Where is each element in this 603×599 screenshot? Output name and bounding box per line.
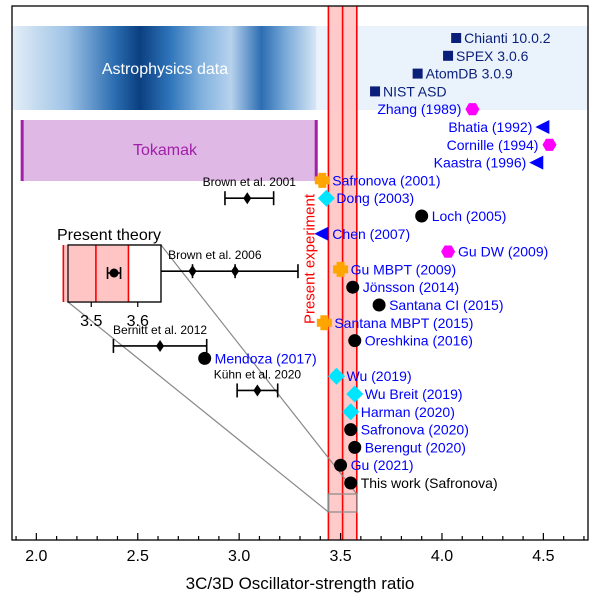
theory-label-7: Chen (2007)	[332, 226, 410, 242]
background-layer: Astrophysics data Tokamak	[12, 26, 588, 181]
experiment-label-1: Brown et al. 2006	[168, 248, 262, 262]
astrophysics-label: Astrophysics data	[102, 61, 228, 78]
x-tick-label-4: 4.0	[431, 548, 453, 565]
theory-point-6	[415, 209, 429, 223]
inset-connector-upper	[160, 244, 358, 495]
inset-connector-layer	[67, 244, 358, 513]
theory-point-14	[198, 351, 212, 365]
theory-point-7	[314, 226, 329, 241]
theory-point-15	[328, 367, 346, 385]
theory-point-17	[342, 403, 360, 421]
theory-point-21	[344, 476, 358, 490]
theory-label-13: Oreshkina (2016)	[365, 333, 473, 349]
theory-point-12	[316, 315, 332, 331]
theory-point-18	[344, 423, 358, 437]
tokamak-band	[22, 120, 317, 181]
inset-point	[109, 268, 119, 278]
theory-point-11	[372, 298, 386, 312]
theory-point-20	[334, 458, 348, 472]
present-theory-inset: Present theory 3.5 3.6	[57, 227, 162, 330]
astro-label-0: Chianti 10.0.2	[464, 30, 551, 46]
axes-layer: 2.0 2.5 3.0 3.5 4.0 4.5 3C/3D Oscillator-stren…	[11, 5, 589, 593]
theory-point-9	[333, 261, 349, 277]
theory-label-14: Mendoza (2017)	[215, 350, 317, 366]
x-axis-title: 3C/3D Oscillator-strength ratio	[186, 574, 415, 593]
theory-label-10: Jönsson (2014)	[363, 279, 460, 295]
theory-point-13	[348, 334, 362, 348]
theory-label-2: Cornille (1994)	[447, 137, 539, 153]
inset-tick-label-0: 3.5	[80, 313, 102, 330]
x-tick-label-5: 4.5	[532, 548, 554, 565]
astro-point-1	[443, 50, 454, 61]
theory-point-2	[542, 138, 557, 151]
theory-label-11: Santana CI (2015)	[389, 297, 503, 313]
theory-point-1	[535, 120, 550, 134]
theory-label-21: This work (Safronova)	[361, 475, 498, 491]
present-experiment-label: Present experiment	[301, 193, 318, 324]
inset-frame-outline	[67, 244, 162, 303]
theory-label-16: Wu Breit (2019)	[365, 386, 463, 402]
theory-label-5: Dong (2003)	[336, 190, 414, 206]
experiment-point-0-0	[243, 192, 252, 205]
theory-point-3	[529, 155, 544, 170]
astro-label-3: NIST ASD	[383, 83, 447, 99]
astro-point-2	[412, 68, 423, 79]
experiment-layer: Brown et al. 2001 Brown et al. 2006 Bernit…	[112, 175, 302, 398]
theory-label-12: Santana MBPT (2015)	[334, 315, 473, 331]
theory-label-6: Loch (2005)	[432, 208, 507, 224]
inset-connector-lower	[67, 301, 329, 513]
theory-label-17: Harman (2020)	[361, 404, 455, 420]
theory-point-10	[346, 280, 360, 294]
theory-label-15: Wu (2019)	[347, 368, 412, 384]
astro-label-1: SPEX 3.0.6	[456, 48, 529, 64]
x-tick-label-1: 2.5	[127, 548, 149, 565]
experiment-label-0: Brown et al. 2001	[203, 175, 297, 189]
theory-layer: Chianti 10.0.2 SPEX 3.0.6 AtomDB 3.0.9NIST…	[198, 30, 557, 491]
x-tick-label-3: 3.5	[329, 548, 351, 565]
theory-point-19	[348, 440, 362, 454]
theory-label-19: Berengut (2020)	[365, 439, 466, 455]
experiment-label-3: Kühn et al. 2020	[214, 367, 302, 381]
theory-label-18: Safronova (2020)	[361, 422, 469, 438]
x-tick-label-0: 2.0	[25, 548, 47, 565]
astro-point-0	[451, 33, 462, 43]
experiment-point-1-0	[188, 265, 197, 278]
theory-label-1: Bhatia (1992)	[448, 119, 532, 135]
theory-label-20: Gu (2021)	[351, 457, 414, 473]
astro-point-3	[370, 86, 381, 97]
inset-title: Present theory	[57, 227, 161, 244]
theory-label-9: Gu MBPT (2009)	[351, 261, 457, 277]
inset-tick-label-1: 3.6	[127, 313, 149, 330]
inset-source-box	[327, 493, 358, 513]
experiment-point-3-0	[253, 384, 262, 397]
theory-point-4	[314, 172, 330, 188]
theory-label-4: Safronova (2001)	[332, 172, 440, 188]
theory-point-16	[346, 385, 364, 403]
theory-point-0	[465, 103, 480, 116]
theory-label-3: Kaastra (1996)	[434, 155, 527, 171]
x-tick-label-2: 3.0	[228, 548, 250, 565]
tokamak-label: Tokamak	[133, 142, 198, 159]
astro-label-2: AtomDB 3.0.9	[426, 66, 513, 82]
theory-label-0: Zhang (1989)	[377, 101, 461, 117]
experiment-point-1-1	[231, 265, 240, 278]
experiment-label-2: Bernitt et al. 2012	[113, 323, 207, 337]
experiment-point-2-0	[156, 339, 165, 352]
theory-point-8	[441, 245, 456, 258]
theory-label-8: Gu DW (2009)	[458, 244, 548, 260]
theory-point-5	[317, 189, 335, 207]
astrophysics-band	[12, 26, 317, 110]
